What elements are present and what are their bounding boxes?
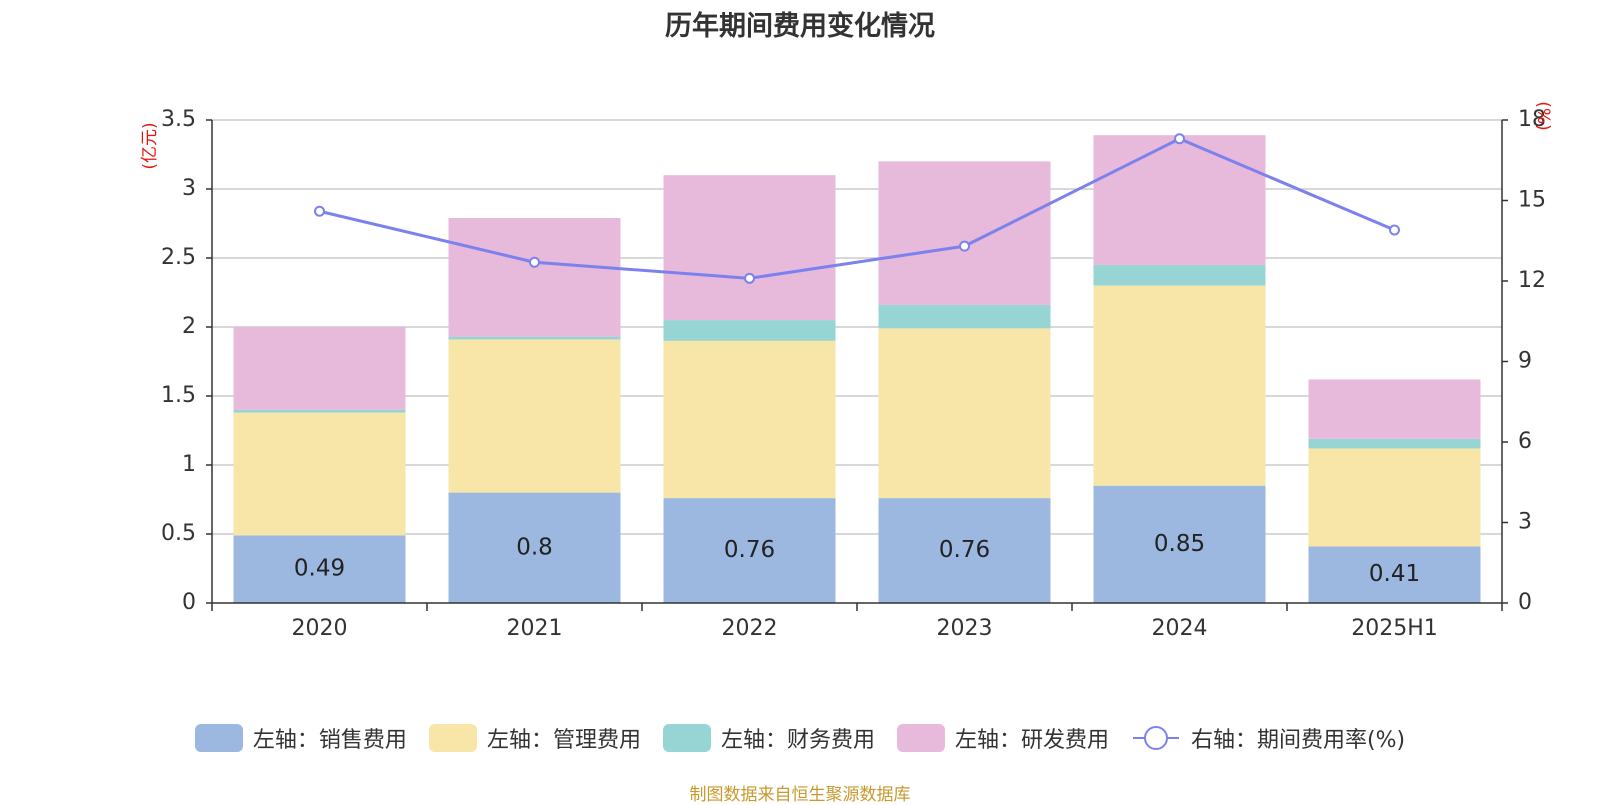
legend-label: 左轴：管理费用 <box>486 728 641 753</box>
bar-segment <box>233 412 406 536</box>
chart-title: 历年期间费用变化情况 <box>665 11 935 42</box>
bar-data-label: 0.76 <box>724 537 775 563</box>
x-tick-label: 2024 <box>1152 616 1208 641</box>
bar-segment <box>878 328 1051 499</box>
rate-point <box>1174 133 1185 145</box>
y-right-tick-label: 15 <box>1518 188 1546 213</box>
x-tick-label: 2022 <box>722 616 778 641</box>
rate-point <box>314 205 325 217</box>
legend: 左轴：销售费用 左轴：管理费用 左轴：财务费用 左轴：研发费用 右轴：期间费用率(%) <box>0 718 1600 758</box>
legend-marker <box>1143 726 1168 750</box>
bar-segment <box>878 304 1051 329</box>
legend-swatch <box>428 724 477 752</box>
legend-label: 右轴：期间费用率(%) <box>1190 728 1406 753</box>
bar-segment <box>448 492 621 603</box>
y-left-tick-label: 0 <box>182 590 196 615</box>
bar-segment <box>233 535 406 603</box>
x-tick-label: 2023 <box>937 616 993 641</box>
bar-segment <box>448 336 621 340</box>
x-tick-label: 2025H1 <box>1351 616 1438 641</box>
rate-point <box>959 240 970 252</box>
y-right-tick-label: 18 <box>1518 107 1546 132</box>
bar-segment <box>1093 485 1266 603</box>
rate-point <box>744 272 755 284</box>
legend-line-marker-icon <box>1132 726 1179 750</box>
legend-item[interactable]: 左轴：财务费用 <box>662 722 875 754</box>
rate-point <box>1389 224 1400 236</box>
source-note: 制图数据来自恒生聚源数据库 <box>689 785 911 805</box>
data-label-layer: 0.49 0.8 0.76 0.76 0.85 0.41 <box>294 531 1420 587</box>
y-left-tick-label: 1.5 <box>161 383 196 408</box>
y-left-tick-label: 2.5 <box>161 245 196 270</box>
y-right-tick-label: 9 <box>1518 349 1532 374</box>
legend-label: 左轴：研发费用 <box>954 728 1109 753</box>
bar-segment <box>663 340 836 499</box>
legend-label: 左轴：销售费用 <box>252 728 407 753</box>
x-tick-label: 2021 <box>507 616 563 641</box>
y-left-unit-label: (亿元) <box>140 122 160 169</box>
legend-item[interactable]: 左轴：销售费用 <box>194 722 407 754</box>
rate-point <box>529 256 540 268</box>
bar-data-label: 0.8 <box>516 534 553 560</box>
legend-swatch <box>662 724 711 752</box>
y-right-unit-label: (%) <box>1533 101 1553 130</box>
legend-swatch <box>896 724 945 752</box>
bar-segment <box>663 320 836 341</box>
legend-swatch <box>194 724 243 752</box>
rate-line-layer <box>314 133 1400 284</box>
bar-segment <box>448 339 621 493</box>
y-right-tick-label: 3 <box>1518 510 1532 535</box>
bar-segment <box>233 327 406 410</box>
bar-segment <box>1308 379 1481 439</box>
bar-data-label: 0.49 <box>294 556 345 582</box>
legend-item[interactable]: 左轴：管理费用 <box>428 722 641 754</box>
bar-data-label: 0.85 <box>1154 531 1205 557</box>
bar-data-label: 0.76 <box>939 537 990 563</box>
rate-line <box>319 137 1396 280</box>
x-tick-label: 2020 <box>292 616 348 641</box>
legend-label: 左轴：财务费用 <box>720 728 875 753</box>
y-left-tick-label: 2 <box>182 314 196 339</box>
y-right-tick-label: 12 <box>1518 268 1546 293</box>
y-right-tick-label: 0 <box>1518 590 1532 615</box>
bar-segment <box>878 161 1051 305</box>
axis-layer: 0 0.5 1 1.5 2 2.5 3 3.5 0 3 6 9 12 15 18 2020 2021 2022 20… <box>161 107 1546 641</box>
bar-segment <box>1308 546 1481 603</box>
bar-segment <box>878 498 1051 603</box>
y-left-tick-label: 1 <box>182 452 196 477</box>
bar-segment <box>663 498 836 603</box>
y-left-tick-label: 3.5 <box>161 107 196 132</box>
grid-lines <box>212 119 1502 535</box>
bar-segment <box>1093 285 1266 486</box>
y-left-tick-label: 0.5 <box>161 521 196 546</box>
bar-segment <box>1308 438 1481 449</box>
bar-segment <box>1093 264 1266 286</box>
bar-segment <box>1093 135 1266 265</box>
bar-segment <box>233 409 406 413</box>
y-right-tick-label: 6 <box>1518 429 1532 454</box>
bar-layer <box>233 135 1481 603</box>
bar-segment <box>1308 448 1481 547</box>
bar-segment <box>663 175 836 321</box>
y-left-tick-label: 3 <box>182 176 196 201</box>
bar-segment <box>448 217 621 337</box>
legend-item[interactable]: 左轴：研发费用 <box>896 722 1109 754</box>
bar-data-label: 0.41 <box>1369 561 1420 587</box>
legend-item[interactable]: 右轴：期间费用率(%) <box>1131 722 1405 754</box>
